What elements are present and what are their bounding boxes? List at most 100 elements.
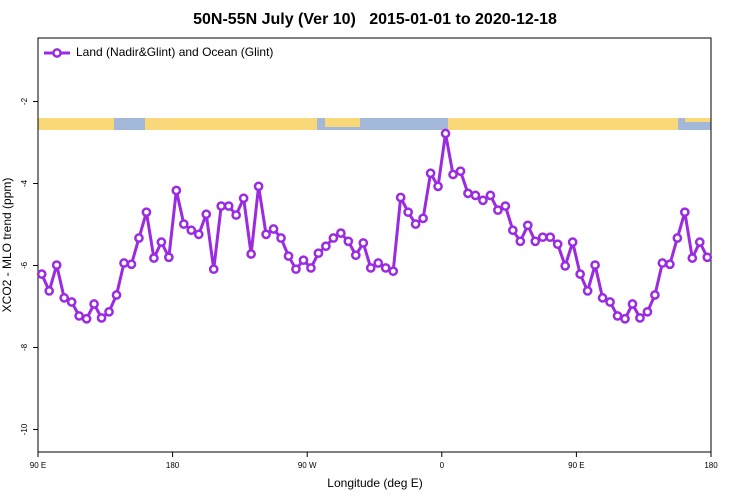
x-tick-label: 180: [704, 461, 718, 470]
y-tick-label: -6: [20, 261, 29, 269]
point: [687, 253, 698, 263]
point: [575, 269, 585, 279]
point: [373, 258, 384, 268]
point: [358, 238, 369, 248]
point: [620, 313, 630, 324]
point: [223, 201, 234, 211]
point: [253, 181, 264, 192]
point: [89, 299, 99, 309]
point: [74, 311, 84, 321]
point: [81, 313, 92, 324]
point: [141, 207, 152, 218]
point: [119, 258, 129, 268]
point: [642, 306, 653, 317]
point: [545, 232, 556, 243]
plot-frame: [37, 37, 712, 453]
point: [111, 290, 122, 300]
y-tick-label: -10: [20, 423, 29, 435]
x-tick-label: 90 W: [298, 461, 317, 470]
chart-title: 50N-55N July (Ver 10) 2015-01-01 to 2020…: [193, 11, 557, 28]
point: [515, 236, 526, 247]
y-tick-label: -8: [20, 343, 29, 351]
point: [336, 228, 346, 238]
point: [485, 190, 496, 201]
point: [328, 233, 339, 243]
point: [126, 259, 137, 270]
point: [96, 313, 107, 323]
point: [702, 252, 713, 263]
point: [395, 192, 406, 203]
point: [537, 232, 548, 243]
point: [493, 205, 503, 216]
point: [238, 193, 249, 204]
point: [164, 252, 174, 263]
point: [216, 201, 227, 211]
y-axis-label: XCO2 - MLO trend (ppm): [0, 178, 14, 313]
point: [321, 241, 331, 252]
point: [500, 201, 511, 211]
point: [694, 237, 705, 247]
point: [343, 236, 354, 247]
point: [679, 207, 690, 218]
point: [635, 313, 645, 323]
point: [36, 269, 47, 279]
point: [261, 229, 271, 240]
point: [455, 166, 466, 177]
point: [365, 263, 376, 273]
point: [380, 263, 391, 273]
point: [650, 290, 660, 300]
point: [156, 237, 167, 247]
land-ocean-strip: [38, 118, 711, 130]
point: [201, 209, 212, 220]
point: [66, 297, 77, 307]
point: [276, 233, 286, 243]
point: [657, 258, 668, 268]
y-tick-label: -4: [20, 179, 29, 187]
point: [552, 239, 563, 250]
point: [582, 286, 593, 296]
point: [186, 225, 197, 236]
point: [104, 306, 114, 317]
point: [612, 311, 623, 321]
point: [478, 195, 488, 206]
point: [463, 188, 473, 199]
point: [134, 233, 144, 243]
x-tick-label: 90 E: [30, 461, 46, 470]
x-tick-label: 0: [440, 461, 445, 470]
point: [590, 260, 600, 270]
point: [208, 264, 219, 275]
point: [193, 229, 204, 240]
point: [350, 250, 361, 261]
point: [522, 220, 533, 231]
point: [59, 293, 70, 303]
point: [560, 261, 571, 271]
point: [268, 224, 279, 234]
point: [530, 236, 541, 247]
point: [470, 190, 481, 201]
point: [283, 251, 294, 261]
x-tick-label: 90 E: [568, 461, 584, 470]
point: [178, 219, 189, 229]
point: [440, 128, 451, 139]
point: [291, 264, 301, 275]
legend-label: Land (Nadir&Glint) and Ocean (Glint): [76, 45, 273, 59]
line: [40, 132, 709, 321]
point: [418, 213, 428, 224]
legend-marker: [52, 48, 62, 58]
point: [410, 219, 421, 229]
point: [605, 297, 615, 307]
point: [425, 168, 436, 179]
point: [403, 207, 413, 218]
point: [388, 266, 399, 277]
point: [51, 260, 62, 270]
point: [567, 237, 578, 247]
point: [597, 293, 608, 303]
point: [627, 299, 638, 309]
point: [433, 181, 443, 192]
x-axis-label: Longitude (deg E): [327, 476, 422, 490]
point: [448, 169, 458, 180]
point: [298, 255, 309, 266]
x-tick-label: 180: [166, 461, 180, 470]
point: [44, 286, 55, 296]
